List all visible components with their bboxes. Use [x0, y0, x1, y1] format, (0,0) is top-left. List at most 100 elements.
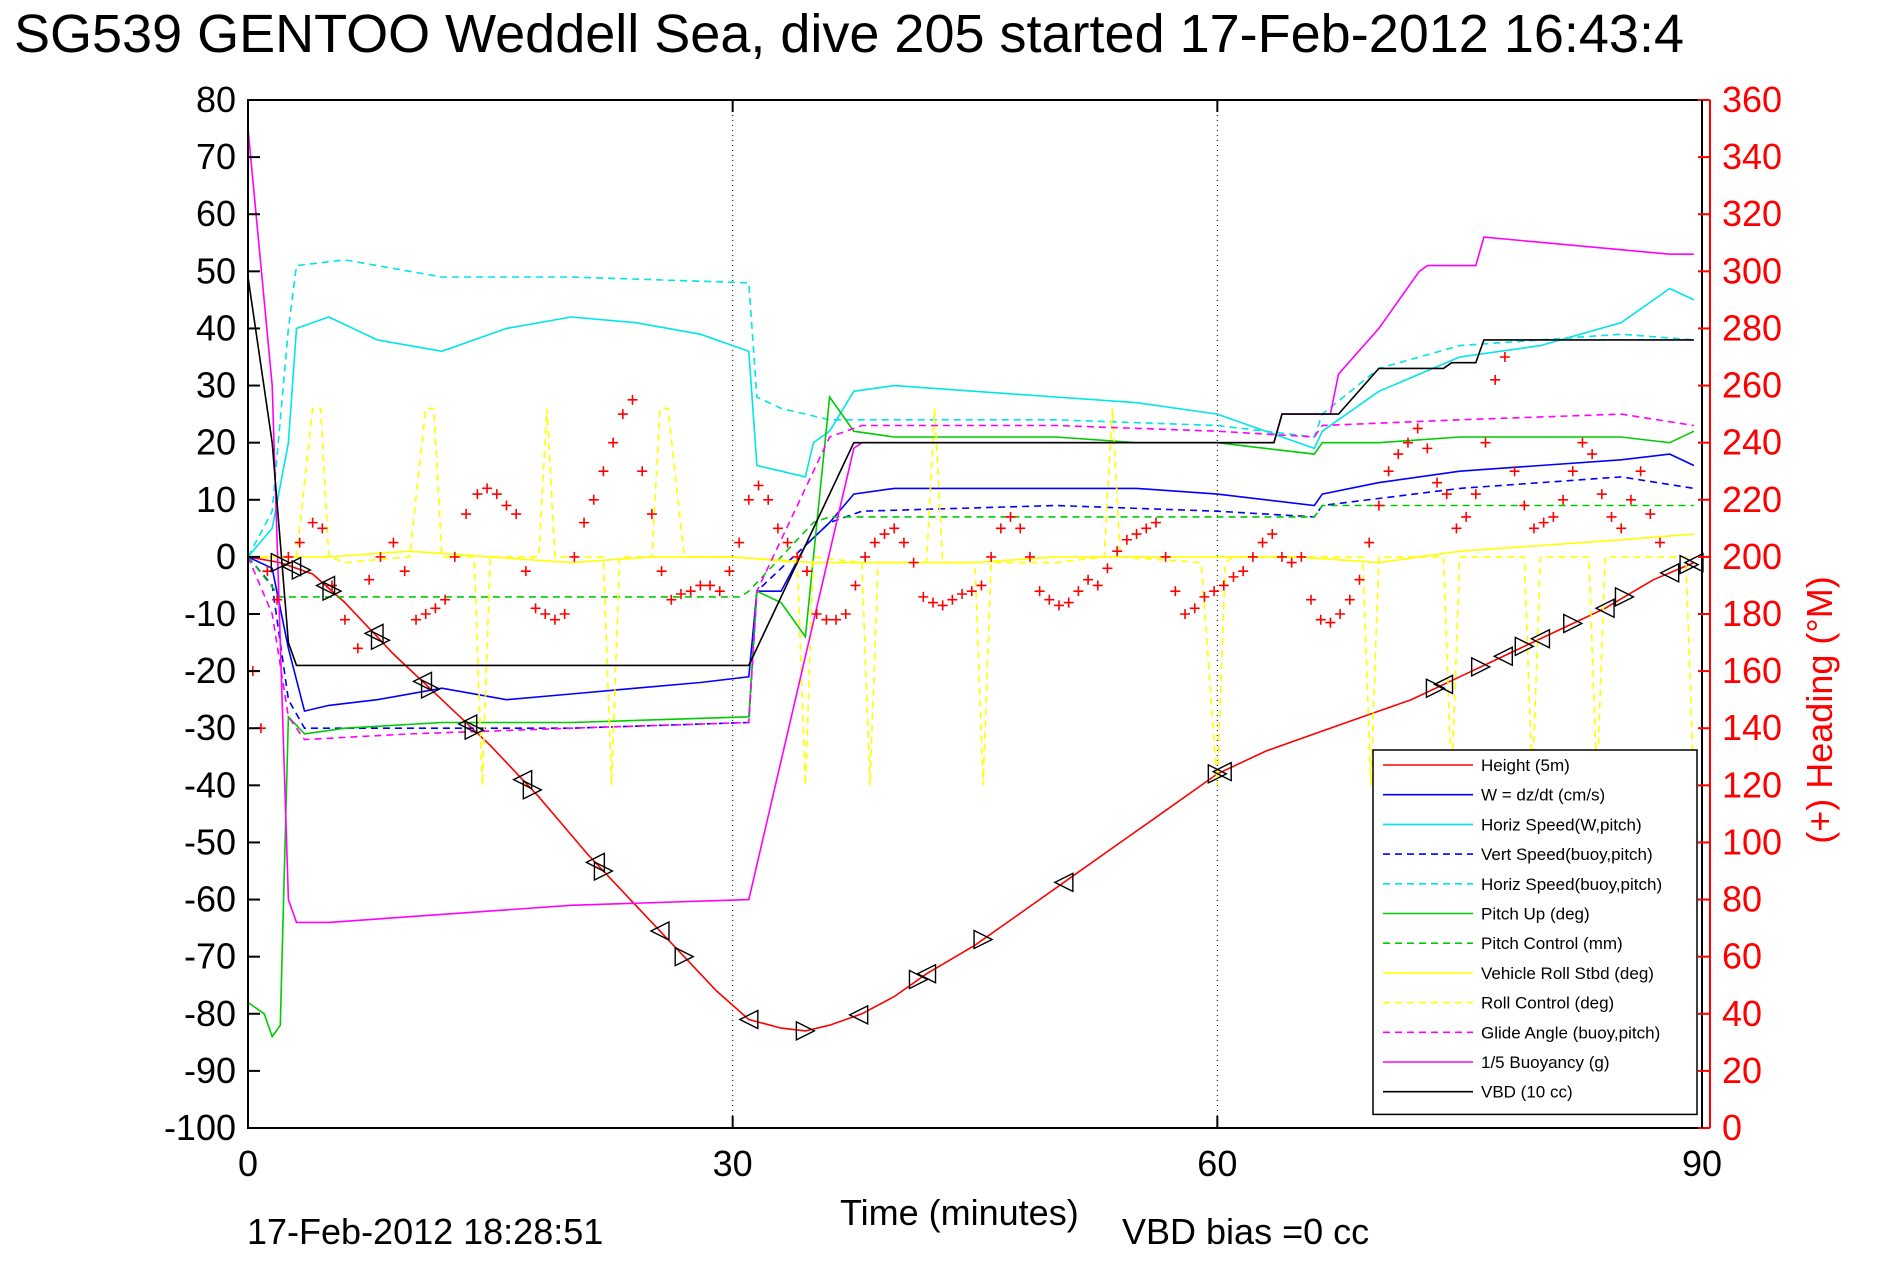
heading-points: [248, 352, 1665, 734]
x-grid: [732, 100, 1218, 1128]
y-tick-label: -60: [184, 879, 236, 920]
dive-marker: [848, 1004, 869, 1026]
heading-point: [1470, 489, 1481, 500]
x-tick-label: 90: [1682, 1143, 1722, 1184]
heading-point: [976, 580, 987, 591]
heading-point: [399, 566, 410, 577]
heading-point: [1344, 594, 1355, 605]
heading-point: [388, 537, 399, 548]
heading-point: [1238, 566, 1249, 577]
heading-point: [1306, 594, 1317, 605]
dive-marker: [411, 671, 433, 692]
y-tick-label: 80: [196, 79, 236, 120]
heading-point: [1024, 551, 1035, 562]
legend-entry: 1/5 Buoyancy (g): [1481, 1053, 1610, 1072]
heading-point: [1625, 494, 1636, 505]
dive-marker: [1470, 656, 1492, 678]
y2-tick-label: 140: [1722, 707, 1782, 748]
x-axis: 0 30 60 90: [238, 100, 1722, 1184]
heading-point: [947, 594, 958, 605]
heading-point: [579, 517, 590, 528]
heading-point: [1655, 537, 1665, 548]
y-tick-label: 60: [196, 193, 236, 234]
dive-marker: [363, 623, 384, 644]
heading-point: [1451, 523, 1462, 534]
dive-marker: [322, 581, 343, 602]
y2-tick-label: 320: [1722, 193, 1782, 234]
heading-point: [675, 589, 686, 600]
heading-point: [501, 500, 512, 511]
heading-point: [1170, 586, 1181, 597]
series-line: [247, 476, 1695, 730]
y-axis-right: 3603403203002802602402202001801601401201…: [1698, 79, 1782, 1148]
y-axis-left: 80 70 60 50 40 30 20 10 0 -10 -20 -30 -40 -50 -60 -70 -8…: [164, 79, 260, 1148]
heading-point: [1364, 537, 1375, 548]
heading-point: [627, 394, 638, 405]
heading-point: [608, 437, 619, 448]
legend-entry: Horiz Speed(W,pitch): [1481, 815, 1642, 834]
heading-point: [879, 529, 890, 540]
heading-point: [440, 594, 451, 605]
dive-marker: [464, 719, 485, 741]
heading-point: [1209, 586, 1220, 597]
heading-point: [1160, 551, 1171, 562]
heading-point: [1354, 574, 1365, 585]
heading-point: [782, 537, 793, 548]
dive-marker: [291, 559, 312, 581]
y2-tick-label: 360: [1722, 79, 1782, 120]
y-tick-label: -100: [164, 1107, 236, 1148]
heading-point: [352, 643, 363, 654]
heading-point: [449, 551, 460, 562]
heading-point: [294, 537, 305, 548]
heading-point: [375, 551, 386, 562]
y2-tick-label: 280: [1722, 307, 1782, 348]
heading-point: [1490, 374, 1501, 385]
dive-marker: [1563, 613, 1584, 634]
y-tick-label: 70: [196, 136, 236, 177]
y2-tick-label: 200: [1722, 536, 1782, 577]
y2-tick-label: 20: [1722, 1050, 1762, 1091]
y-tick-label: 50: [196, 250, 236, 291]
heading-point: [549, 614, 560, 625]
heading-point: [461, 509, 472, 520]
heading-point: [1286, 557, 1297, 568]
heading-point: [637, 466, 648, 477]
series-line: [248, 533, 1694, 564]
heading-point: [411, 614, 422, 625]
legend-box: [1372, 749, 1698, 1116]
y2-tick-label: 160: [1722, 650, 1782, 691]
heading-point: [1063, 597, 1074, 608]
heading-point: [420, 609, 431, 619]
heading-point: [530, 603, 541, 614]
dive-marker: [314, 575, 336, 596]
heading-point: [743, 494, 754, 505]
heading-point: [1528, 523, 1539, 534]
heading-point: [1635, 466, 1646, 477]
chart-title: SG539 GENTOO Weddell Sea, dive 205 start…: [14, 4, 1684, 64]
heading-point: [908, 557, 919, 568]
y2-tick-label: 180: [1722, 593, 1782, 634]
heading-point: [1402, 437, 1413, 448]
legend-entry: VBD (10 cc): [1481, 1083, 1573, 1102]
y2-tick-label: 120: [1722, 764, 1782, 805]
heading-point: [966, 586, 977, 597]
heading-point: [792, 551, 803, 562]
heading-point: [1257, 537, 1268, 548]
heading-point: [763, 494, 774, 505]
legend: Height (5m) W = dz/dt (cm/s) Horiz Speed(W…: [1372, 749, 1698, 1116]
dive-marker: [1211, 761, 1232, 782]
y2-axis-label: (+) Heading (°M): [1799, 576, 1840, 843]
dive-marker: [915, 963, 937, 984]
heading-point: [598, 466, 609, 477]
heading-point: [364, 574, 375, 585]
heading-point: [1373, 500, 1384, 511]
y-tick-label: 30: [196, 365, 236, 406]
dive-marker: [522, 779, 543, 801]
dive-marker: [649, 920, 670, 942]
dive-marker: [457, 713, 478, 735]
heading-point: [1422, 443, 1433, 454]
dive-marker: [370, 630, 392, 651]
heading-point: [724, 566, 735, 577]
legend-entry: W = dz/dt (cm/s): [1481, 786, 1605, 805]
